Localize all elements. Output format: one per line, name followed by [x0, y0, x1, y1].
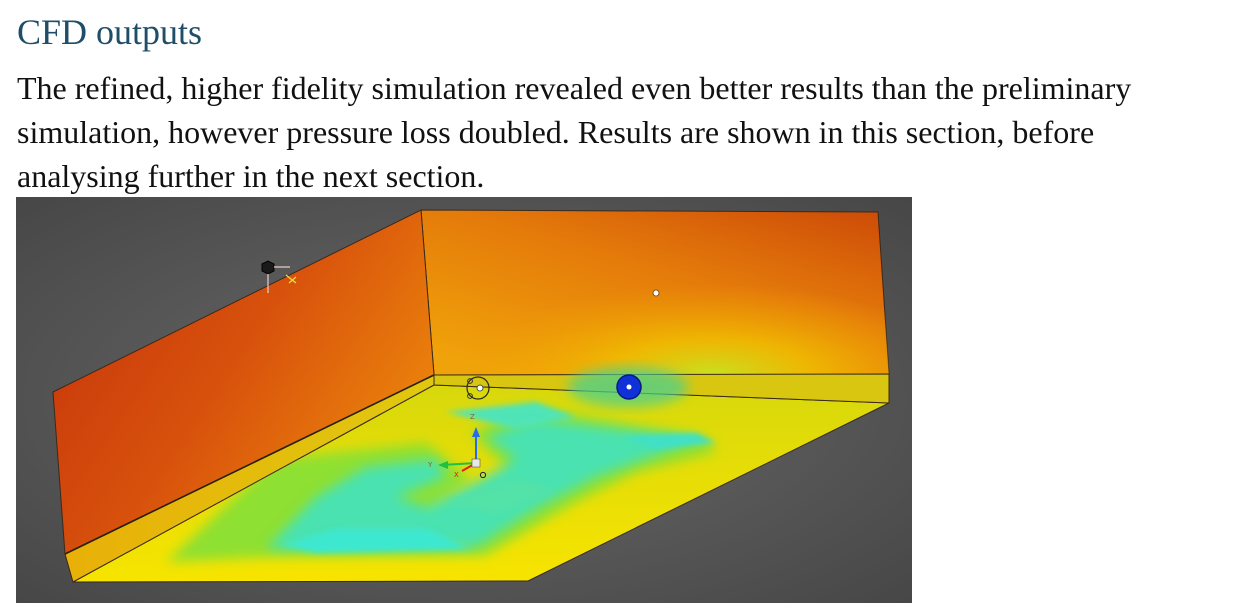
section-heading: CFD outputs — [17, 12, 203, 52]
inlet-handle-2 — [467, 393, 473, 399]
hex-gizmo[interactable] — [261, 260, 297, 293]
probe-point — [652, 289, 660, 297]
left-wall-edge — [64, 374, 435, 555]
inlet-handle-1 — [467, 378, 473, 384]
cfd-viewport: Z Y X — [16, 197, 912, 603]
outlet-marker-center — [626, 384, 632, 390]
axis-label-x: X — [454, 471, 459, 479]
inlet-marker-center — [476, 384, 484, 392]
floor-contours — [166, 402, 716, 562]
inlet-marker — [466, 376, 490, 400]
axis-label-y: Y — [427, 461, 433, 469]
cfd-result-image: Z Y X — [16, 197, 912, 603]
axis-label-z: Z — [470, 413, 475, 421]
body-paragraph: The refined, higher fidelity simulation … — [17, 70, 1132, 194]
axis-triad: Z Y X — [427, 413, 487, 479]
